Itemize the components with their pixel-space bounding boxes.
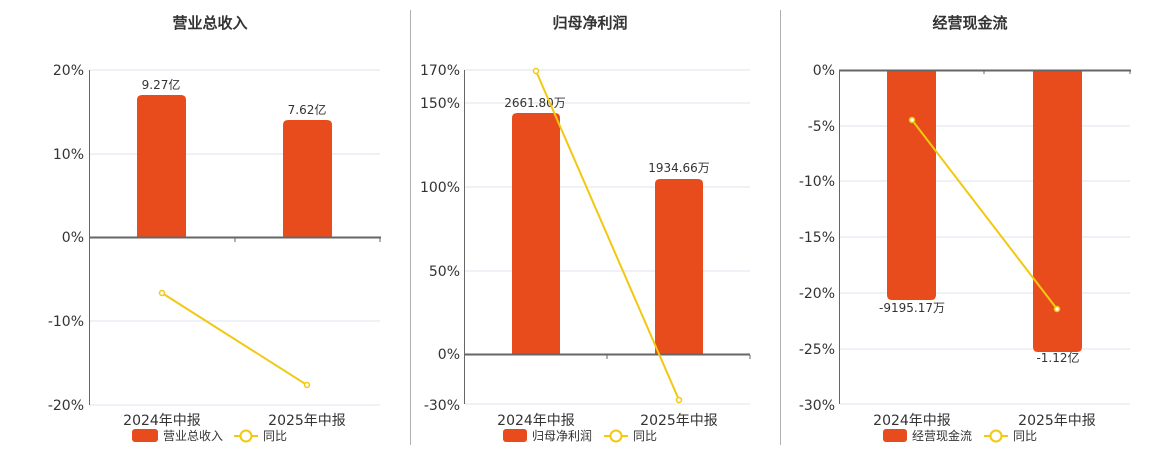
y-tick-label: 150%: [420, 96, 460, 112]
chart-title: 营业总收入: [172, 14, 248, 32]
y-tick-label: 0%: [438, 347, 460, 363]
legend-line-icon: [989, 429, 1003, 443]
legend[interactable]: 经营现金流 同比: [883, 428, 1037, 443]
y-tick-label: 0%: [62, 230, 84, 246]
legend-line-label: 同比: [263, 429, 287, 443]
grid-lines: [840, 125, 1130, 405]
chart-canvas: 170% 150% 100% 50% 0% -30% 2661.80万 1934…: [420, 63, 751, 443]
x-category-label: 2024年中报: [873, 413, 951, 429]
bar-2024[interactable]: [887, 70, 936, 300]
yoy-point[interactable]: [303, 381, 311, 389]
panel-divider: [410, 10, 411, 445]
chart-panel-net-profit: 归母净利润 170% 150% 100% 50% 0% -30% 2661.80…: [400, 0, 780, 450]
y-tick-label: 50%: [429, 264, 460, 280]
y-tick-label: -20%: [799, 286, 835, 302]
legend-line-label: 同比: [1013, 429, 1037, 443]
y-tick-label: -10%: [48, 314, 84, 330]
legend[interactable]: 归母净利润 同比: [503, 429, 657, 443]
yoy-point[interactable]: [908, 116, 916, 124]
legend-bar-swatch: [132, 429, 158, 442]
y-tick-label: 10%: [53, 147, 84, 163]
chart-canvas: 0% -5% -10% -15% -20% -25% -30% -9195.17…: [799, 63, 1131, 443]
x-category-label: 2025年中报: [640, 413, 718, 429]
bar-2024[interactable]: [137, 95, 186, 237]
bar-2024[interactable]: [512, 113, 560, 354]
bar-value-label: 7.62亿: [288, 102, 327, 117]
yoy-point[interactable]: [532, 67, 540, 75]
y-tick-label: -15%: [799, 230, 835, 246]
chart-panel-revenue: 营业总收入 20% 10% 0% -10% -20% 9.27亿 7.62亿: [0, 0, 400, 450]
y-tick-label: 20%: [53, 63, 84, 79]
x-category-label: 2025年中报: [1018, 413, 1096, 429]
grid-lines: [90, 69, 380, 406]
bar-value-label: 9.27亿: [142, 77, 181, 92]
y-tick-label: -30%: [424, 398, 460, 414]
legend[interactable]: 营业总收入 同比: [132, 429, 287, 443]
y-tick-label: -5%: [808, 119, 835, 135]
yoy-point[interactable]: [675, 396, 683, 404]
y-tick-label: -30%: [799, 398, 835, 414]
y-tick-label: -20%: [48, 398, 84, 414]
chart-panel-operating-cash-flow: 经营现金流 0% -5% -10% -15% -20% -25% -30% -9…: [780, 0, 1160, 450]
x-category-label: 2024年中报: [497, 413, 575, 429]
y-tick-label: -25%: [799, 342, 835, 358]
x-category-label: 2024年中报: [123, 413, 201, 429]
chart-title: 归母净利润: [552, 14, 628, 32]
legend-line-label: 同比: [633, 429, 657, 443]
x-category-label: 2025年中报: [268, 413, 346, 429]
bar-value-label: 1934.66万: [648, 161, 710, 175]
y-tick-label: -10%: [799, 174, 835, 190]
panel-divider: [780, 10, 781, 445]
bar-value-label: 2661.80万: [504, 96, 566, 110]
y-tick-label: 170%: [420, 63, 460, 79]
bar-value-label: -9195.17万: [879, 301, 945, 315]
yoy-line: [161, 292, 308, 386]
bar-2025[interactable]: [283, 120, 332, 237]
legend-bar-label: 经营现金流: [912, 428, 972, 443]
bar-value-label: -1.12亿: [1036, 350, 1079, 365]
yoy-line: [911, 119, 1058, 310]
bar-2025[interactable]: [1033, 70, 1082, 352]
yoy-point[interactable]: [1053, 305, 1061, 313]
legend-bar-label: 营业总收入: [163, 429, 223, 443]
legend-line-icon: [609, 429, 623, 443]
bar-2025[interactable]: [655, 179, 703, 354]
y-tick-label: 100%: [420, 180, 460, 196]
y-tick-label: 0%: [813, 63, 835, 79]
legend-line-icon: [239, 429, 253, 443]
yoy-line: [535, 70, 680, 401]
chart-title: 经营现金流: [932, 14, 1008, 32]
legend-bar-swatch: [883, 429, 907, 442]
legend-bar-label: 归母净利润: [532, 429, 592, 443]
yoy-point[interactable]: [158, 289, 166, 297]
legend-bar-swatch: [503, 429, 527, 442]
chart-canvas: 20% 10% 0% -10% -20% 9.27亿 7.62亿 2024年中报…: [48, 63, 381, 443]
